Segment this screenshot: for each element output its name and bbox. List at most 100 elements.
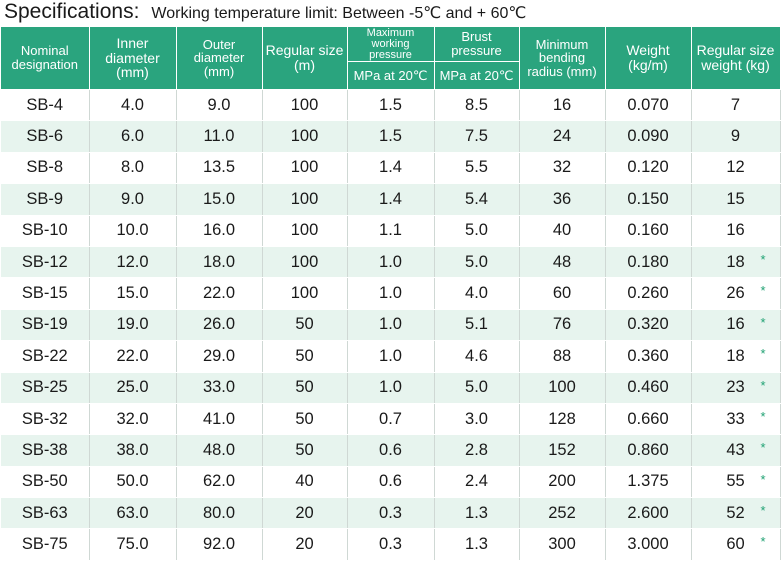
header-burst-pressure-unit: MPa at 20℃ <box>434 61 520 90</box>
asterisk-marker: * <box>760 283 766 299</box>
cell-bending-radius: 32 <box>519 152 606 185</box>
cell-outer-diameter: 11.0 <box>176 120 263 153</box>
cell-burst-pressure-value: 5.5 <box>465 158 488 177</box>
cell-regular-size-value: 100 <box>290 252 319 271</box>
cell-burst-pressure-value: 5.1 <box>465 315 488 334</box>
cell-max-working-pressure-value: 0.3 <box>379 503 402 522</box>
cell-outer-diameter-value: 80.0 <box>202 503 236 522</box>
asterisk-marker: * <box>760 471 766 487</box>
cell-designation-value: SB-50 <box>21 472 68 491</box>
cell-bending-radius: 88 <box>519 340 606 373</box>
cell-bending-radius-value: 16 <box>552 95 572 114</box>
cell-max-working-pressure-value: 1.1 <box>379 221 402 240</box>
cell-weight-value: 0.460 <box>627 378 669 397</box>
table-row: SB-32 32.0 41.0 50 0.7 3.0 128 0.660 33 * <box>1 403 781 436</box>
cell-burst-pressure-value: 7.5 <box>465 127 488 146</box>
cell-bending-radius: 100 <box>519 372 606 404</box>
table-row: SB-6 6.0 11.0 100 1.5 7.5 24 0.090 9 <box>1 120 781 153</box>
cell-regular-size-weight: 16 <box>691 215 781 247</box>
cell-inner-diameter-value: 32.0 <box>116 409 149 428</box>
cell-regular-size-weight-value: 16 <box>726 221 745 240</box>
cell-regular-size: 100 <box>262 120 348 153</box>
cell-outer-diameter-value: 11.0 <box>203 127 235 146</box>
cell-weight-value: 0.090 <box>627 127 669 146</box>
cell-regular-size-weight-value: 15 <box>726 189 745 208</box>
cell-regular-size-value: 100 <box>290 95 319 114</box>
cell-regular-size-weight: 43 * <box>691 434 781 467</box>
cell-weight-value: 0.360 <box>627 346 669 365</box>
cell-burst-pressure: 2.4 <box>434 466 520 499</box>
cell-bending-radius-value: 40 <box>552 221 572 240</box>
table-row: SB-12 12.0 18.0 100 1.0 5.0 48 0.180 18 * <box>1 246 781 279</box>
cell-max-working-pressure: 1.5 <box>347 120 435 153</box>
cell-inner-diameter: 8.0 <box>89 152 177 185</box>
cell-weight: 2.600 <box>605 497 692 530</box>
cell-regular-size-value: 20 <box>295 535 314 554</box>
cell-outer-diameter: 9.0 <box>176 89 263 122</box>
cell-burst-pressure: 4.0 <box>434 277 520 310</box>
cell-max-working-pressure: 0.6 <box>347 466 435 499</box>
page-title: Specifications: Working temperature limi… <box>0 0 783 27</box>
cell-designation-value: SB-6 <box>26 127 64 146</box>
cell-weight: 0.860 <box>605 434 692 467</box>
cell-designation: SB-6 <box>1 120 90 153</box>
cell-regular-size: 20 <box>262 528 348 561</box>
cell-burst-pressure-value: 1.3 <box>465 503 488 522</box>
cell-inner-diameter-value: 75.0 <box>116 535 149 554</box>
cell-weight-value: 0.260 <box>627 284 669 303</box>
cell-outer-diameter-value: 92.0 <box>202 535 236 554</box>
cell-designation: SB-4 <box>1 89 90 122</box>
cell-bending-radius-value: 128 <box>548 409 576 428</box>
cell-burst-pressure: 1.3 <box>434 528 520 561</box>
cell-inner-diameter: 19.0 <box>89 309 177 342</box>
cell-regular-size-weight-value: 33 <box>726 409 745 428</box>
cell-bending-radius-value: 88 <box>552 346 572 365</box>
cell-designation-value: SB-15 <box>21 284 68 303</box>
cell-burst-pressure-value: 5.0 <box>465 252 488 271</box>
cell-burst-pressure: 5.0 <box>434 215 520 247</box>
title-subtitle: Working temperature limit: Between -5℃ a… <box>151 5 527 22</box>
cell-inner-diameter-value: 50.0 <box>116 472 149 491</box>
cell-designation: SB-38 <box>1 434 90 467</box>
cell-regular-size-weight: 23 * <box>691 372 781 404</box>
cell-outer-diameter: 41.0 <box>176 403 263 436</box>
cell-designation: SB-15 <box>1 277 90 310</box>
cell-regular-size-value: 50 <box>295 315 314 334</box>
cell-max-working-pressure: 1.0 <box>347 372 435 404</box>
asterisk-marker: * <box>760 251 766 267</box>
cell-inner-diameter: 15.0 <box>89 277 177 310</box>
cell-outer-diameter: 26.0 <box>176 309 263 342</box>
cell-inner-diameter-value: 10.0 <box>116 221 149 240</box>
cell-regular-size-value: 50 <box>295 440 314 459</box>
cell-designation: SB-25 <box>1 372 90 404</box>
cell-inner-diameter: 25.0 <box>89 372 177 404</box>
cell-bending-radius: 152 <box>519 434 606 467</box>
cell-outer-diameter-value: 9.0 <box>207 95 231 114</box>
cell-regular-size-value: 50 <box>295 346 314 365</box>
cell-burst-pressure: 5.0 <box>434 372 520 404</box>
cell-designation-value: SB-38 <box>21 440 68 459</box>
cell-designation: SB-32 <box>1 403 90 436</box>
cell-max-working-pressure: 0.7 <box>347 403 435 436</box>
cell-regular-size-weight-value: 60 <box>726 535 745 554</box>
cell-bending-radius-value: 152 <box>548 440 576 459</box>
cell-regular-size-weight: 60 * <box>691 528 781 561</box>
cell-burst-pressure-value: 2.4 <box>465 472 488 491</box>
cell-regular-size-weight: 9 <box>691 120 781 153</box>
table-row: SB-10 10.0 16.0 100 1.1 5.0 40 0.160 16 <box>1 215 781 247</box>
table-row: SB-9 9.0 15.0 100 1.4 5.4 36 0.150 15 <box>1 183 781 216</box>
asterisk-marker: * <box>760 314 766 330</box>
cell-outer-diameter-value: 33.0 <box>202 378 236 397</box>
cell-bending-radius-value: 48 <box>552 252 572 271</box>
asterisk-marker: * <box>760 534 766 550</box>
cell-designation: SB-10 <box>1 215 90 247</box>
cell-regular-size: 100 <box>262 152 348 185</box>
cell-inner-diameter: 10.0 <box>89 215 177 247</box>
cell-designation-value: SB-22 <box>21 346 68 365</box>
cell-weight: 0.120 <box>605 152 692 185</box>
cell-outer-diameter-value: 48.0 <box>202 440 236 459</box>
cell-outer-diameter: 33.0 <box>176 372 263 404</box>
cell-outer-diameter: 15.0 <box>176 183 263 216</box>
cell-weight-value: 1.375 <box>627 472 669 491</box>
asterisk-marker: * <box>760 377 766 393</box>
